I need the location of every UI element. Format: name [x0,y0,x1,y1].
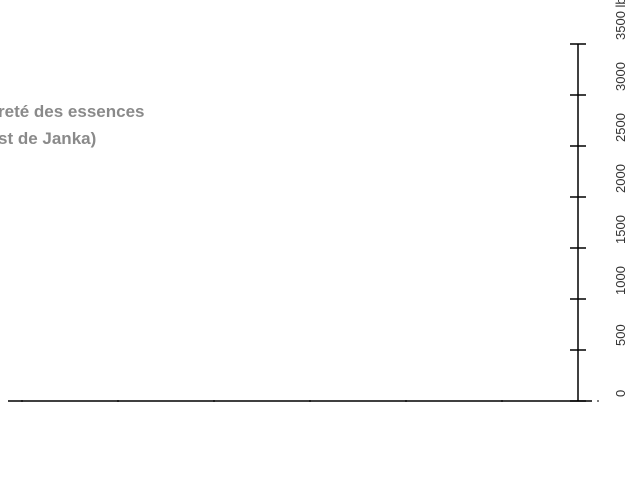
y-tick-label: 1500 [613,215,628,244]
chart-title-line-2: st de Janka) [0,129,97,148]
y-tick-label: 1000 [613,266,628,295]
y-tick-label: 3500 lb. [613,0,628,40]
y-tick-label: 0 [613,390,628,397]
y-tick-label: 2500 [613,113,628,142]
y-tick-label: 3000 [613,62,628,91]
chart-title-line-1: reté des essences [0,102,145,121]
y-tick-label: 500 [613,324,628,346]
y-tick-label: 2000 [613,164,628,193]
